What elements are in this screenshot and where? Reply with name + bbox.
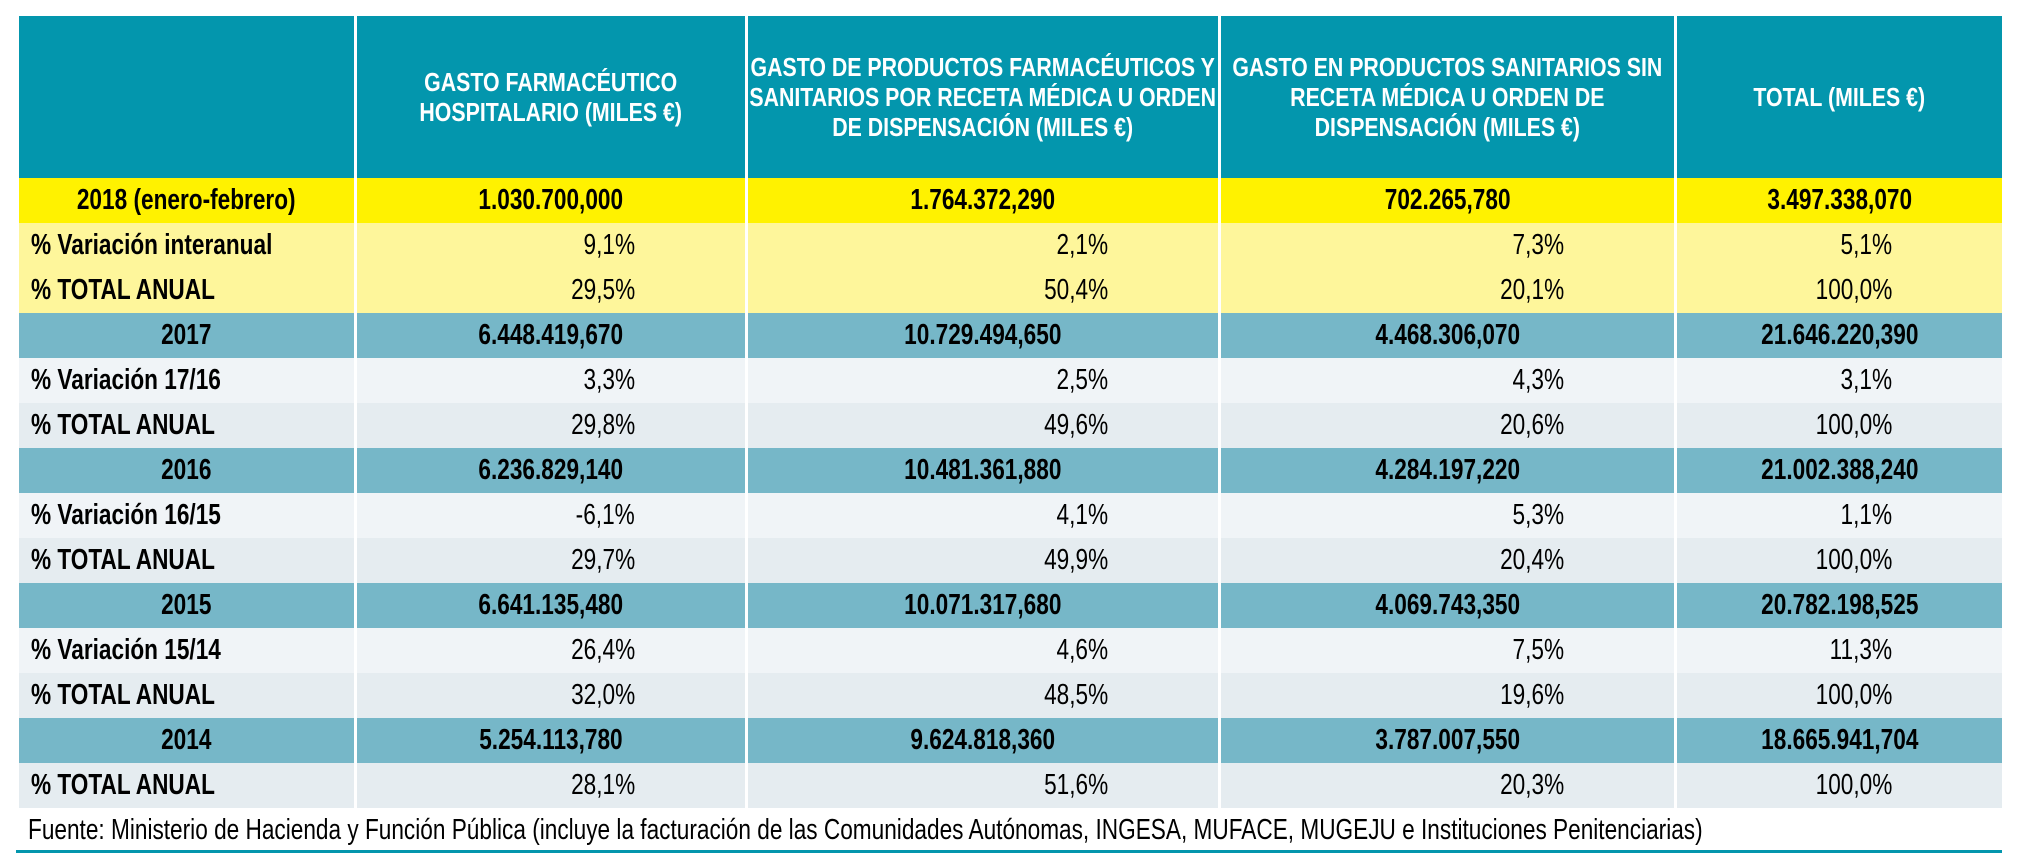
cell-value: 4,1%: [745, 493, 1221, 538]
cell-value: 6.641.135,480: [354, 583, 748, 628]
row-label: % Variación interanual: [16, 223, 357, 268]
row-label: 2018 (enero-febrero): [16, 178, 357, 223]
cell-value: 49,6%: [745, 403, 1221, 448]
cell-value: 4,6%: [745, 628, 1221, 673]
cell-value: 2,1%: [745, 223, 1221, 268]
cell-value: 5,3%: [1218, 493, 1677, 538]
cell-value: 20.782.198,525: [1674, 583, 2005, 628]
cell-value: 7,3%: [1218, 223, 1677, 268]
cell-value: 19,6%: [1218, 673, 1677, 718]
row-label: 2015: [16, 583, 357, 628]
cell-value: 9,1%: [354, 223, 748, 268]
cell-value: 5.254.113,780: [354, 718, 748, 763]
table-row: % Variación 17/16 3,3% 2,5% 4,3% 3,1%: [16, 358, 2005, 403]
table-row: % TOTAL ANUAL 28,1% 51,6% 20,3% 100,0%: [16, 763, 2005, 808]
table-row: % Variación interanual 9,1% 2,1% 7,3% 5,1%: [16, 223, 2005, 268]
column-header: GASTO FARMACÉUTICO HOSPITALARIO (MILES €…: [354, 16, 748, 178]
table-row: 2016 6.236.829,140 10.481.361,880 4.284.197…: [16, 448, 2005, 493]
cell-value: 1.764.372,290: [745, 178, 1221, 223]
cell-value: 100,0%: [1674, 763, 2005, 808]
cell-value: 20,6%: [1218, 403, 1677, 448]
cell-value: 3.497.338,070: [1674, 178, 2005, 223]
cell-value: 100,0%: [1674, 403, 2005, 448]
cell-value: 18.665.941,704: [1674, 718, 2005, 763]
table-row: 2014 5.254.113,780 9.624.818,360 3.787.007,…: [16, 718, 2005, 763]
cell-value: 1,1%: [1674, 493, 2005, 538]
cell-value: 21.002.388,240: [1674, 448, 2005, 493]
cell-value: 50,4%: [745, 268, 1221, 313]
cell-value: 32,0%: [354, 673, 748, 718]
cell-value: 3,3%: [354, 358, 748, 403]
table-row: % TOTAL ANUAL 32,0% 48,5% 19,6% 100,0%: [16, 673, 2005, 718]
cell-value: 10.071.317,680: [745, 583, 1221, 628]
row-label: % Variación 16/15: [16, 493, 357, 538]
cell-value: 10.481.361,880: [745, 448, 1221, 493]
row-label: % TOTAL ANUAL: [16, 268, 357, 313]
cell-value: 20,3%: [1218, 763, 1677, 808]
cell-value: 4.284.197,220: [1218, 448, 1677, 493]
cell-value: 5,1%: [1674, 223, 2005, 268]
cell-value: 7,5%: [1218, 628, 1677, 673]
cell-value: 49,9%: [745, 538, 1221, 583]
cell-value: 100,0%: [1674, 268, 2005, 313]
header-row: GASTO FARMACÉUTICO HOSPITALARIO (MILES €…: [16, 16, 2005, 178]
cell-value: 51,6%: [745, 763, 1221, 808]
cell-value: 3.787.007,550: [1218, 718, 1677, 763]
cell-value: 20,4%: [1218, 538, 1677, 583]
cell-value: 2,5%: [745, 358, 1221, 403]
cell-value: 21.646.220,390: [1674, 313, 2005, 358]
cell-value: 4.468.306,070: [1218, 313, 1677, 358]
cell-value: 26,4%: [354, 628, 748, 673]
column-header: TOTAL (MILES €): [1674, 16, 2005, 178]
cell-value: 6.236.829,140: [354, 448, 748, 493]
table-row: 2017 6.448.419,670 10.729.494,650 4.468.306…: [16, 313, 2005, 358]
cell-value: 1.030.700,000: [354, 178, 748, 223]
source-note: Fuente: Ministerio de Hacienda y Función…: [28, 814, 1703, 846]
cell-value: -6,1%: [354, 493, 748, 538]
row-label: % TOTAL ANUAL: [16, 403, 357, 448]
cell-value: 10.729.494,650: [745, 313, 1221, 358]
cell-value: 29,8%: [354, 403, 748, 448]
cell-value: 29,7%: [354, 538, 748, 583]
column-header: [16, 16, 357, 178]
cell-value: 702.265,780: [1218, 178, 1677, 223]
cell-value: 100,0%: [1674, 673, 2005, 718]
cell-value: 4.069.743,350: [1218, 583, 1677, 628]
table-row: 2018 (enero-febrero) 1.030.700,000 1.764.3…: [16, 178, 2005, 223]
table-row: % Variación 16/15 -6,1% 4,1% 5,3% 1,1%: [16, 493, 2005, 538]
row-label: % TOTAL ANUAL: [16, 673, 357, 718]
cell-value: 6.448.419,670: [354, 313, 748, 358]
table-row: % TOTAL ANUAL 29,8% 49,6% 20,6% 100,0%: [16, 403, 2005, 448]
table-row: % Variación 15/14 26,4% 4,6% 7,5% 11,3%: [16, 628, 2005, 673]
cell-value: 20,1%: [1218, 268, 1677, 313]
cell-value: 4,3%: [1218, 358, 1677, 403]
row-label: % TOTAL ANUAL: [16, 538, 357, 583]
column-header: GASTO DE PRODUCTOS FARMACÉUTICOS Y SANIT…: [745, 16, 1221, 178]
row-label: % Variación 17/16: [16, 358, 357, 403]
cell-value: 3,1%: [1674, 358, 2005, 403]
row-label: 2017: [16, 313, 357, 358]
table-row: % TOTAL ANUAL 29,5% 50,4% 20,1% 100,0%: [16, 268, 2005, 313]
cell-value: 28,1%: [354, 763, 748, 808]
cell-value: 29,5%: [354, 268, 748, 313]
row-label: 2016: [16, 448, 357, 493]
row-label: 2014: [16, 718, 357, 763]
cell-value: 48,5%: [745, 673, 1221, 718]
cell-value: 100,0%: [1674, 538, 2005, 583]
cell-value: 11,3%: [1674, 628, 2005, 673]
expenditure-table: GASTO FARMACÉUTICO HOSPITALARIO (MILES €…: [16, 16, 2005, 808]
table-row: 2015 6.641.135,480 10.071.317,680 4.069.743…: [16, 583, 2005, 628]
row-label: % Variación 15/14: [16, 628, 357, 673]
row-label: % TOTAL ANUAL: [16, 763, 357, 808]
cell-value: 9.624.818,360: [745, 718, 1221, 763]
column-header: GASTO EN PRODUCTOS SANITARIOS SIN RECETA…: [1218, 16, 1677, 178]
bottom-rule: [16, 850, 2002, 853]
table-row: % TOTAL ANUAL 29,7% 49,9% 20,4% 100,0%: [16, 538, 2005, 583]
